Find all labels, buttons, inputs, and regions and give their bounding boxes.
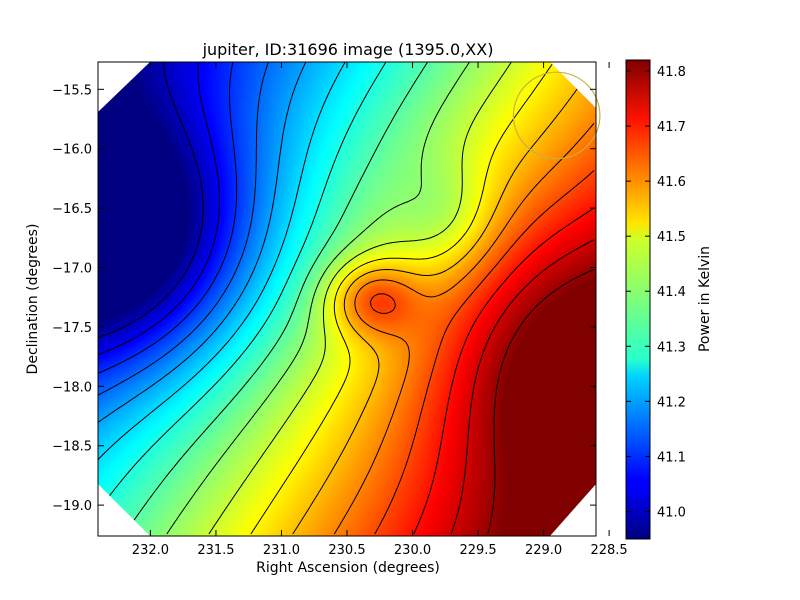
colorbar-tick-label: 41.7 <box>657 120 686 135</box>
x-tick-label: 230.0 <box>394 543 431 558</box>
contour-line <box>124 62 429 535</box>
y-tick-label: −18.0 <box>52 380 92 395</box>
x-tick-label: 229.5 <box>459 543 496 558</box>
x-tick-label: 230.5 <box>328 543 365 558</box>
colorbar: 41.0 41.1 41.2 41.3 41.4 41.5 41.6 41.7 41.8 Pow… <box>625 59 713 540</box>
y-axis-label: Declination (degrees) <box>25 224 41 375</box>
x-tick-label: 231.5 <box>197 543 234 558</box>
contour-lines <box>98 62 595 535</box>
chart-title: jupiter, ID:31696 image (1395.0,XX) <box>202 40 494 59</box>
x-axis: 232.0 231.5 231.0 230.5 230.0 229.5 229.0 228.5 <box>132 62 628 558</box>
contour-line <box>98 62 238 374</box>
contour-line <box>98 62 220 356</box>
y-tick-label: −16.5 <box>52 202 92 217</box>
x-tick-label: 232.0 <box>132 543 169 558</box>
contour-line <box>98 62 387 512</box>
colorbar-tick-label: 41.0 <box>657 505 686 520</box>
x-tick-label: 229.0 <box>525 543 562 558</box>
heatmap-image <box>98 62 596 536</box>
colorbar-tick-label: 41.1 <box>657 450 686 465</box>
colorbar-ticks: 41.0 41.1 41.2 41.3 41.4 41.5 41.6 41.7 41.8 <box>626 65 686 520</box>
contour-line <box>487 268 595 535</box>
colorbar-tick-label: 41.3 <box>657 340 686 355</box>
contour-line <box>98 62 204 338</box>
y-tick-label: −19.0 <box>52 499 92 514</box>
contour-line <box>333 122 595 535</box>
colorbar-tick-label: 41.5 <box>657 230 686 245</box>
contour-line <box>450 239 595 535</box>
y-tick-label: −16.0 <box>52 143 92 158</box>
x-axis-label: Right Ascension (degrees) <box>256 560 440 576</box>
y-tick-label: −17.5 <box>52 321 92 336</box>
y-tick-label: −15.5 <box>52 83 92 98</box>
colorbar-label: Power in Kelvin <box>697 246 713 352</box>
contour-line <box>208 62 512 535</box>
x-tick-label: 228.5 <box>590 543 627 558</box>
contour-line <box>369 170 595 535</box>
contour-line <box>98 62 346 460</box>
contour-line <box>98 62 269 396</box>
colorbar-tick-label: 41.4 <box>657 285 686 300</box>
colorbar-tick-label: 41.2 <box>657 395 686 410</box>
plot-area <box>97 61 601 537</box>
y-tick-label: −18.5 <box>52 440 92 455</box>
contour-line <box>413 207 595 535</box>
y-tick-label: −17.0 <box>52 262 92 277</box>
y-axis: −15.5 −16.0 −16.5 −17.0 −17.5 −18.0 −18.5 −19.0 <box>52 83 596 514</box>
contour-line <box>98 62 307 423</box>
x-tick-label: 231.0 <box>263 543 300 558</box>
colorbar-gradient <box>625 59 651 540</box>
colorbar-tick-label: 41.6 <box>657 175 686 190</box>
colorbar-tick-label: 41.8 <box>657 65 686 80</box>
beam-circle <box>512 71 601 160</box>
contour-line <box>166 62 470 535</box>
